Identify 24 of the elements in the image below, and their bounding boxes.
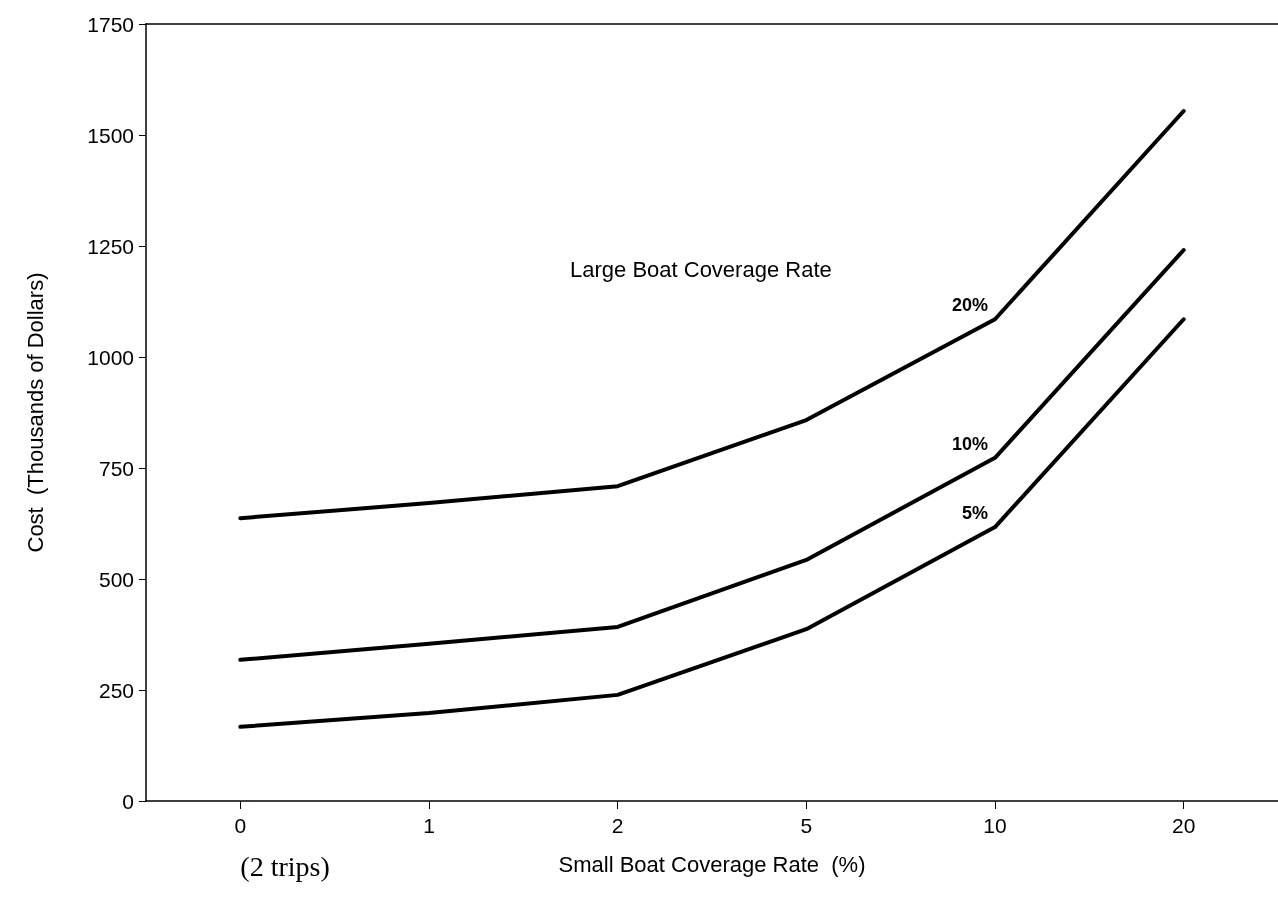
y-axis-title: Cost (Thousands of Dollars) xyxy=(22,272,48,553)
y-tick-label: 1000 xyxy=(87,345,134,369)
x-tick-label: 0 xyxy=(234,814,247,837)
y-tick-label: 1250 xyxy=(87,234,134,258)
x-tick-label: 20 xyxy=(1171,814,1196,837)
y-tick-label: 0 xyxy=(122,789,134,813)
y-tick-label: 1500 xyxy=(87,123,134,147)
series-label: 5% xyxy=(961,503,988,524)
x-tick-label: 2 xyxy=(611,814,624,837)
line-series xyxy=(238,109,1186,521)
series-label: 10% xyxy=(951,433,988,454)
line-series xyxy=(238,248,1186,662)
line-series xyxy=(238,317,1186,729)
x-axis-title: Small Boat Coverage Rate (%) xyxy=(558,851,866,877)
y-tick-label: 750 xyxy=(98,456,134,480)
y-tick-label: 1750 xyxy=(87,12,134,36)
y-tick-label: 250 xyxy=(98,678,134,702)
x-tick-label: 10 xyxy=(983,814,1007,837)
legend-title: Large Boat Coverage Rate xyxy=(570,256,832,282)
x-tick-label: 1 xyxy=(423,814,435,837)
text: (2 trips) xyxy=(240,850,330,882)
x-tick-label: 5 xyxy=(800,814,813,837)
series-label: 20% xyxy=(951,295,988,316)
y-tick-label: 500 xyxy=(98,567,134,591)
